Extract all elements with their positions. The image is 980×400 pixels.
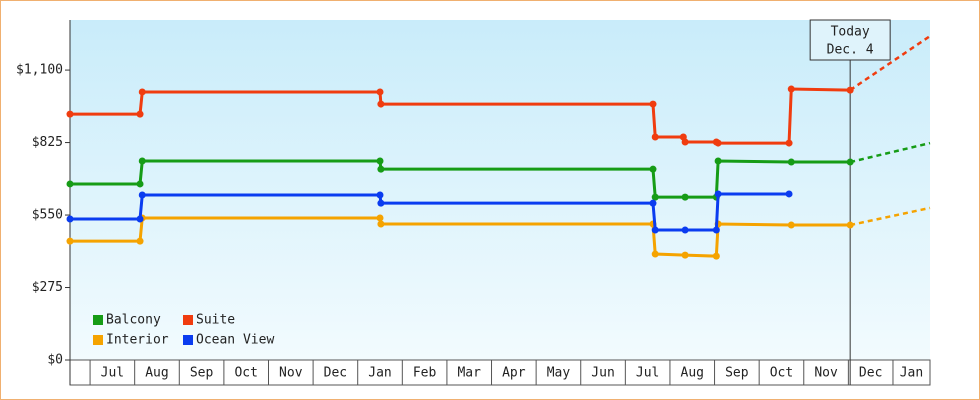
plot-area [70,20,930,360]
price-point [377,220,385,228]
today-label: Today [831,25,870,40]
price-point [651,133,659,141]
price-point [138,157,146,165]
x-tick-label: May [547,366,571,381]
price-point [787,158,795,166]
x-tick-label: Jun [591,366,614,381]
price-point [376,191,384,199]
price-point [787,221,795,229]
legend-label: Suite [196,313,235,328]
projected-line [849,35,931,92]
legend-swatch [93,335,103,345]
price-point [66,215,74,223]
x-tick-label: Sep [725,366,749,381]
legend-swatch [183,335,193,345]
y-tick-label: $0 [47,353,63,368]
price-point [681,226,689,234]
price-point [376,157,384,165]
projected-line [849,141,931,164]
price-point [377,100,385,108]
x-tick-label: Nov [814,366,838,381]
price-point [377,165,385,173]
price-point [136,237,144,245]
price-point [651,250,659,258]
price-point [376,88,384,96]
x-tick-label: Aug [145,366,168,381]
projected-line [849,206,931,227]
x-tick-label: Sep [190,366,214,381]
price-point [714,139,722,147]
x-tick-label: Aug [681,366,704,381]
price-point [785,139,793,147]
today-box [809,19,891,61]
x-tick-label: Oct [234,366,257,381]
price-point [651,226,659,234]
price-point [66,237,74,245]
y-tick-label: $825 [32,135,63,150]
today-label: Dec. 4 [827,43,874,58]
x-tick-label: Apr [502,366,526,381]
y-tick-label: $275 [32,280,63,295]
x-tick-label: Oct [770,366,793,381]
legend-swatch [183,315,193,325]
x-tick-label: Nov [279,366,303,381]
price-point [376,214,384,222]
price-point [136,180,144,188]
x-tick-label: Dec [324,366,347,381]
x-tick-label: Dec [859,366,882,381]
price-point [712,252,720,260]
y-tick-label: $1,100 [16,63,63,78]
x-tick-label: Jan [900,366,923,381]
price-point [66,110,74,118]
price-point [649,165,657,173]
price-point [138,191,146,199]
legend-label: Interior [106,333,169,348]
price-line [70,159,851,199]
x-tick-label: Feb [413,366,437,381]
price-point [714,190,722,198]
y-tick-label: $550 [32,208,63,223]
price-point [136,215,144,223]
price-point [649,100,657,108]
price-point [714,157,722,165]
price-point [377,199,385,207]
price-point [138,88,146,96]
price-point [787,85,795,93]
x-tick-label: Jul [101,366,124,381]
legend-swatch [93,315,103,325]
price-point [846,158,854,166]
x-tick-label: Jan [368,366,391,381]
x-tick-label: Mar [457,366,481,381]
price-point [712,226,720,234]
price-point [846,86,854,94]
price-point [66,180,74,188]
price-point [681,138,689,146]
legend-label: Ocean View [196,333,274,348]
price-point [651,193,659,201]
price-point [681,193,689,201]
price-point [785,190,793,198]
legend-label: Balcony [106,313,161,328]
price-line [70,87,851,145]
price-point [846,221,854,229]
price-point [649,199,657,207]
price-point [681,251,689,259]
x-axis-band [69,359,931,386]
price-point [136,110,144,118]
x-tick-label: Jul [636,366,659,381]
